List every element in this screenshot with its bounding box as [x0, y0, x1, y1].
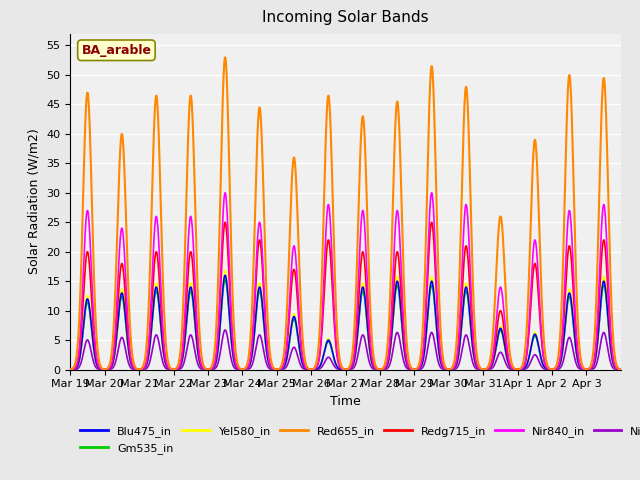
Title: Incoming Solar Bands: Incoming Solar Bands [262, 11, 429, 25]
Y-axis label: Solar Radiation (W/m2): Solar Radiation (W/m2) [28, 129, 41, 275]
Legend: Blu475_in, Gm535_in, Yel580_in, Red655_in, Redg715_in, Nir840_in, Nir945_in: Blu475_in, Gm535_in, Yel580_in, Red655_i… [76, 422, 640, 458]
Text: BA_arable: BA_arable [81, 44, 152, 57]
X-axis label: Time: Time [330, 395, 361, 408]
